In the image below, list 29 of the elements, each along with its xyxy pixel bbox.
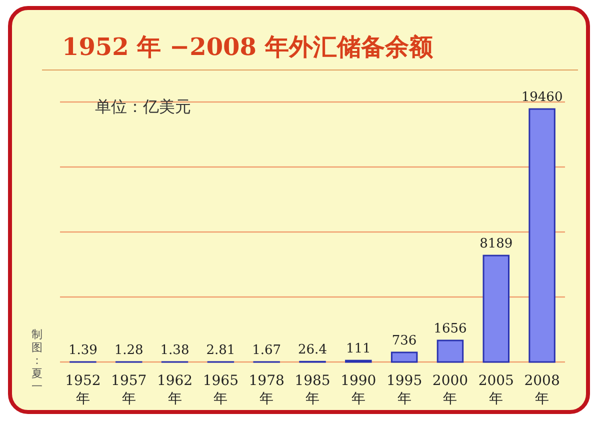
x-tick-label: 1957年 (111, 373, 147, 407)
data-label: 1656 (434, 321, 467, 336)
x-tick-label: 2008年 (524, 373, 560, 407)
annotation: 单位：亿美元 (95, 98, 191, 116)
bar (528, 108, 556, 363)
data-label: 1.39 (68, 342, 98, 358)
x-tick-label: 2005年 (478, 373, 514, 407)
bar (436, 340, 464, 363)
x-tick-label: 1965年 (202, 373, 238, 407)
data-label: 26.4 (298, 342, 327, 358)
text: 制图：夏一 (32, 328, 42, 393)
chart-title: 1952 年 −2008 年外汇储备余额 (62, 32, 434, 61)
data-label: 1.28 (114, 342, 144, 358)
x-tick-label: 2000年 (432, 373, 468, 407)
bar (390, 352, 418, 363)
x-tick-label: 1995年 (386, 373, 422, 407)
data-label: 1.67 (252, 342, 282, 358)
data-label: 8189 (480, 236, 513, 252)
data-label: 736 (392, 333, 417, 348)
bar (482, 254, 510, 363)
data-label: 1.38 (160, 342, 190, 358)
x-tick-label: 1978年 (248, 373, 284, 407)
x-tick-label: 1962年 (156, 373, 193, 407)
x-tick-label: 1990年 (340, 373, 376, 407)
data-label: 111 (346, 342, 371, 357)
x-tick-label: 1952年 (65, 373, 101, 407)
data-label: 19460 (521, 90, 563, 106)
x-tick-label: 1985年 (294, 373, 330, 407)
data-label: 2.81 (206, 342, 236, 358)
